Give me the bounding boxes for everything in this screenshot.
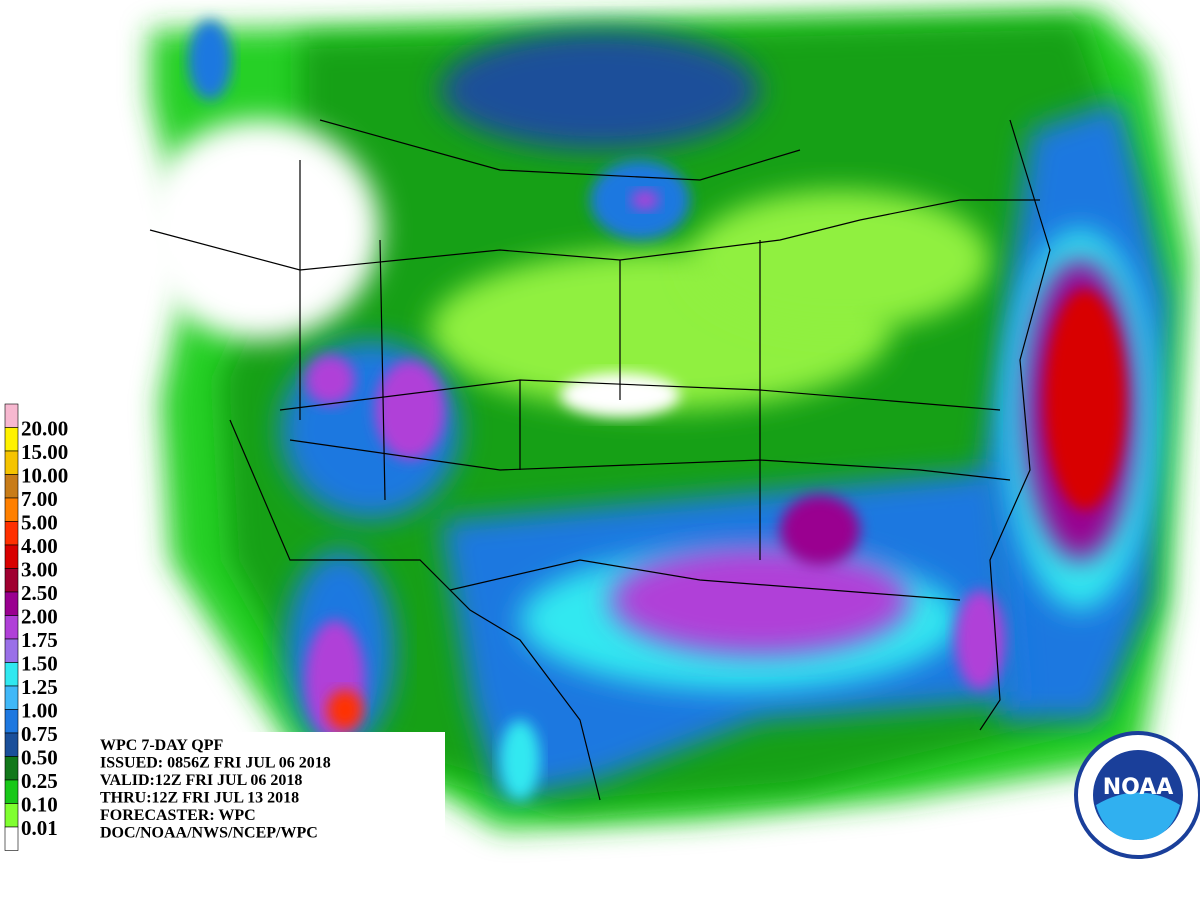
info-line: FORECASTER: WPC	[100, 807, 256, 824]
legend-swatch	[4, 591, 19, 616]
info-line: VALID:12Z FRI JUL 06 2018	[100, 772, 302, 789]
legend-swatch	[4, 826, 19, 851]
legend-label: 7.00	[21, 487, 58, 511]
legend-swatch	[4, 662, 19, 687]
legend-swatch	[4, 615, 19, 640]
info-line: THRU:12Z FRI JUL 13 2018	[100, 790, 299, 807]
legend-swatch	[4, 568, 19, 593]
info-line: DOC/NOAA/NWS/NCEP/WPC	[100, 825, 318, 842]
legend-label: 1.25	[21, 675, 58, 699]
legend-label: 0.75	[21, 722, 58, 746]
legend-swatch	[4, 638, 19, 663]
legend-label: 1.50	[21, 652, 58, 676]
legend-swatch	[4, 709, 19, 734]
legend-swatch	[4, 685, 19, 710]
legend-label: 0.10	[21, 793, 58, 817]
legend-swatch	[4, 544, 19, 569]
legend-label: 0.25	[21, 769, 58, 793]
legend-label: 0.01	[21, 816, 58, 840]
info-line: ISSUED: 0856Z FRI JUL 06 2018	[100, 755, 331, 772]
boundaries	[149, 119, 1051, 801]
legend-label: 1.75	[21, 628, 58, 652]
logo-text: NOAA	[1103, 775, 1174, 800]
info-panel	[0, 732, 445, 836]
legend-label: 15.00	[21, 440, 68, 464]
legend-label: 2.50	[21, 581, 58, 605]
noaa-logo: NOAA	[1074, 731, 1200, 859]
legend-label: 1.00	[21, 699, 58, 723]
legend-label: 4.00	[21, 534, 58, 558]
legend-swatch	[4, 450, 19, 475]
precip-field	[140, 10, 1190, 830]
info-line: WPC 7-DAY QPF	[100, 737, 223, 754]
legend-label: 3.00	[21, 558, 58, 582]
legend-swatch	[4, 497, 19, 522]
legend-swatch	[4, 521, 19, 546]
legend-label: 20.00	[21, 417, 68, 441]
legend-swatch	[4, 427, 19, 452]
legend-swatch	[4, 803, 19, 828]
legend-swatch	[4, 732, 19, 757]
legend-label: 5.00	[21, 511, 58, 535]
legend-label: 10.00	[21, 464, 68, 488]
legend-swatch	[4, 756, 19, 781]
legend-label: 2.00	[21, 605, 58, 629]
legend-swatch	[4, 474, 19, 499]
legend-label: 0.50	[21, 746, 58, 770]
legend: 20.0015.0010.007.005.004.003.002.502.001…	[4, 403, 68, 851]
legend-swatch	[4, 403, 19, 428]
legend-swatch	[4, 779, 19, 804]
